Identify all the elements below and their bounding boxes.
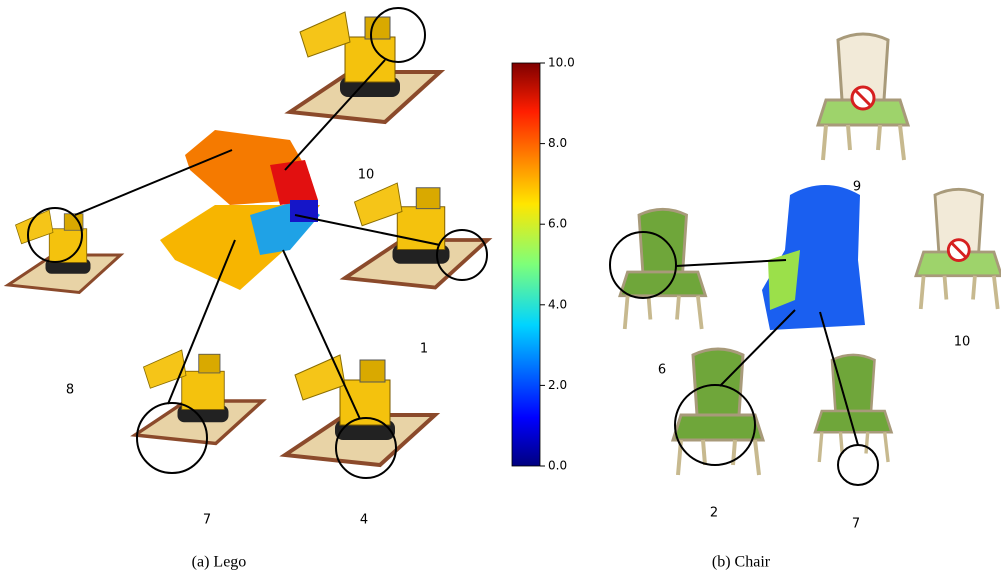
cab — [365, 17, 390, 39]
chair-model — [673, 349, 763, 475]
view-label: 7 — [852, 517, 860, 532]
tick-label: 0.0 — [548, 459, 567, 473]
view-label: 4 — [360, 513, 368, 528]
figure: 0.0 2.0 4.0 6.0 8.0 10.0 (a) Lego (b) Chair 1… — [0, 0, 1001, 575]
chair-seat — [673, 415, 763, 440]
caption: (a) Lego — [192, 554, 247, 571]
tick-label: 4.0 — [548, 297, 567, 311]
colorbar-ticks: 0.0 2.0 4.0 6.0 8.0 10.0 — [540, 56, 575, 473]
lego-model — [290, 12, 440, 122]
view-label: 10 — [358, 168, 375, 183]
highlight-circle — [838, 445, 878, 485]
cab — [360, 360, 385, 382]
view-label: 7 — [203, 513, 211, 528]
chair-back — [639, 209, 687, 272]
cab — [416, 188, 440, 209]
view-label: 10 — [954, 335, 971, 350]
chair-model — [818, 34, 908, 160]
connector — [720, 310, 795, 386]
shovel — [300, 12, 350, 57]
body — [397, 207, 445, 250]
shovel — [144, 350, 187, 388]
chair-back — [832, 355, 875, 411]
chair-legs — [819, 432, 888, 462]
view-label: 8 — [66, 383, 74, 398]
shovel — [295, 355, 345, 400]
view-label: 1 — [420, 342, 428, 357]
lego-model — [345, 183, 488, 288]
body — [182, 371, 225, 409]
chair-model — [916, 189, 1001, 309]
shovel — [16, 210, 54, 244]
chair-legs — [625, 296, 702, 329]
colorbar — [512, 63, 540, 466]
tick-label: 10.0 — [548, 56, 575, 70]
caption: (b) Chair — [712, 554, 771, 571]
cab — [199, 354, 220, 373]
tick-label: 2.0 — [548, 378, 567, 392]
chair-model — [620, 209, 706, 329]
view-label: 6 — [658, 363, 666, 378]
view-label: 2 — [710, 506, 718, 521]
chair-legs — [921, 276, 998, 309]
lego-model — [285, 355, 435, 465]
view-label: 9 — [853, 180, 861, 195]
chair-back — [693, 349, 743, 415]
lego-model — [8, 210, 121, 293]
shovel — [355, 183, 403, 226]
illustration — [8, 8, 1001, 485]
lego-model — [135, 350, 263, 444]
chair-legs — [823, 125, 904, 160]
tick-label: 6.0 — [548, 217, 567, 231]
tick-label: 8.0 — [548, 136, 567, 150]
